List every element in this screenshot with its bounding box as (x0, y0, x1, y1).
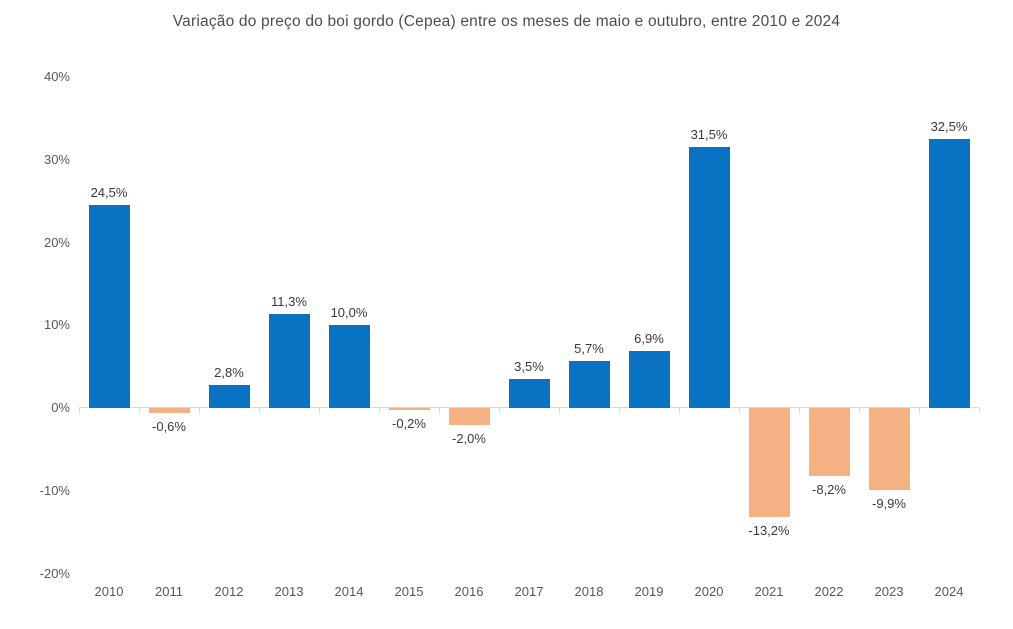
bar-data-label: -0,6% (152, 418, 186, 434)
x-axis-category-label: 2018 (574, 584, 604, 599)
x-axis-category-label: 2014 (334, 584, 364, 599)
chart-title: Variação do preço do boi gordo (Cepea) e… (172, 13, 841, 30)
bar-positive (688, 147, 730, 408)
bar-data-label: 5,7% (574, 340, 604, 356)
x-axis-category-label: 2022 (814, 584, 844, 599)
bar-positive (208, 384, 250, 408)
x-axis-tick-mark (739, 408, 740, 413)
y-axis-tick-label: 30% (43, 151, 70, 167)
bar-positive (628, 350, 670, 408)
bar-positive (928, 139, 970, 408)
x-axis-tick-mark (919, 408, 920, 413)
x-axis-category-label: 2013 (274, 584, 304, 599)
x-axis-tick-mark (859, 408, 860, 413)
bar-data-label: 32,5% (930, 119, 968, 135)
bar-data-label: 10,0% (330, 305, 368, 321)
y-axis-tick-label: 20% (43, 234, 70, 250)
x-axis-tick-mark (499, 408, 500, 413)
bar-data-label: -8,2% (812, 481, 846, 497)
bar-data-label: -0,2% (392, 415, 426, 431)
y-axis-tick-label: -20% (39, 565, 70, 581)
bar-data-label: 6,9% (634, 330, 664, 346)
bar-data-label: -2,0% (452, 430, 486, 446)
bar-negative (808, 408, 850, 476)
x-axis-category-label: 2019 (634, 584, 664, 599)
x-axis-tick-mark (79, 408, 80, 413)
x-axis-tick-mark (979, 408, 980, 413)
bar-data-label: 31,5% (690, 127, 728, 143)
x-axis-category-label: 2017 (514, 584, 544, 599)
x-axis-category-label: 2023 (874, 584, 904, 599)
bar-data-label: 3,5% (514, 359, 544, 375)
x-axis-category-label: 2012 (214, 584, 244, 599)
bar-data-label: 24,5% (90, 185, 128, 201)
bar-positive (268, 314, 310, 408)
x-axis-category-label: 2011 (155, 584, 183, 599)
x-axis-tick-mark (679, 408, 680, 413)
y-axis-tick-label: -10% (39, 482, 70, 498)
bar-negative (388, 408, 430, 410)
x-axis-tick-mark (619, 408, 620, 413)
x-axis-category-label: 2020 (694, 584, 724, 599)
x-axis-category-label: 2021 (754, 584, 784, 599)
x-axis-tick-mark (379, 408, 380, 413)
bar-data-label: 11,3% (271, 294, 307, 310)
x-axis-tick-mark (799, 408, 800, 413)
bar-positive (508, 379, 550, 408)
bar-data-label: -9,9% (872, 495, 906, 511)
bar-positive (568, 360, 610, 408)
x-axis-category-label: 2010 (94, 584, 124, 599)
x-axis-tick-mark (199, 408, 200, 413)
y-axis-tick-label: 10% (43, 317, 70, 333)
x-axis-tick-mark (319, 408, 320, 413)
x-axis-category-label: 2024 (934, 584, 964, 599)
bar-negative (448, 408, 490, 425)
x-axis-category-label: 2016 (454, 584, 484, 599)
y-axis-tick-label: 40% (43, 69, 70, 84)
y-axis-tick-label: 0% (51, 400, 70, 415)
x-axis-tick-mark (439, 408, 440, 413)
x-axis-category-label: 2015 (394, 584, 424, 599)
bar-negative (748, 408, 790, 518)
bar-negative (868, 408, 910, 490)
bar-data-label: 2,8% (214, 364, 244, 380)
x-axis-tick-mark (559, 408, 560, 413)
x-axis-tick-mark (259, 408, 260, 413)
bar-positive (328, 325, 370, 408)
bar-positive (88, 205, 130, 408)
bar-data-label: -13,2% (748, 523, 790, 539)
bar-negative (148, 408, 190, 413)
x-axis-tick-mark (139, 408, 140, 413)
